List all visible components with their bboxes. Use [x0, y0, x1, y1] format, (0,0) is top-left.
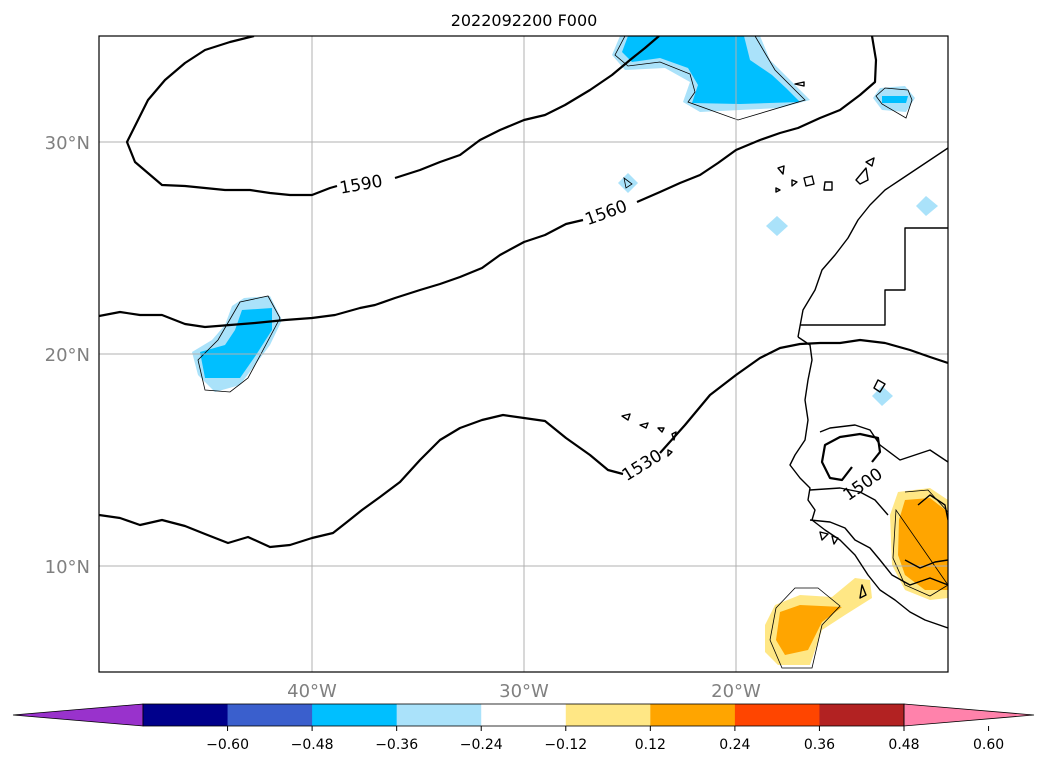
anomaly-outlines [197, 36, 948, 669]
lat-label-10n: 10°N [45, 557, 90, 578]
negative-anomaly-region [618, 173, 638, 193]
height-contours [99, 36, 948, 549]
colorbar-cell [396, 704, 482, 726]
colorbar-tick-label: 0.60 [973, 737, 1004, 753]
contour-1560 [99, 36, 878, 329]
negative-anomaly-core [882, 96, 908, 103]
colorbar-cell [227, 704, 313, 726]
negative-anomaly-core [622, 36, 800, 104]
lat-label-20n: 20°N [45, 345, 90, 366]
map-panel: 1590 1560 1530 1500 30°N 20°N 10°N 40°W … [45, 35, 949, 702]
lat-label-30n: 30°N [45, 133, 90, 154]
colorbar-tick-label: −0.36 [375, 737, 418, 753]
colorbar-tick-label: −0.60 [206, 737, 249, 753]
colorbar-cell [312, 704, 398, 726]
lon-label-20w: 20°W [711, 681, 761, 702]
map-frame [98, 35, 949, 673]
colorbar-tick-label: −0.12 [544, 737, 587, 753]
negative-anomaly-region [766, 216, 788, 236]
colorbar-cell [565, 704, 651, 726]
anomaly-shading [192, 36, 948, 665]
colorbar-cell [650, 704, 736, 726]
lon-label-30w: 30°W [499, 681, 549, 702]
coastlines [621, 81, 948, 629]
figure-title: 2022092200 F000 [451, 11, 598, 30]
colorbar-tick-label: −0.24 [460, 737, 503, 753]
colorbar-cells [12, 703, 1035, 727]
colorbar-cell [819, 704, 905, 726]
longitude-labels: 40°W 30°W 20°W [287, 681, 761, 702]
colorbar-labels: −0.60 −0.48 −0.36 −0.24 −0.12 0.12 0.24 0.36 0.4… [206, 737, 1004, 753]
colorbar: −0.60 −0.48 −0.36 −0.24 −0.12 0.12 0.24 0.36 0.4… [12, 703, 1035, 753]
latitude-labels: 30°N 20°N 10°N [45, 133, 90, 578]
lon-label-40w: 40°W [287, 681, 337, 702]
colorbar-tick-label: 0.12 [635, 737, 666, 753]
colorbar-ticks [227, 726, 990, 731]
contour-1590 [125, 36, 660, 197]
colorbar-cell [481, 704, 567, 726]
colorbar-tick-label: 0.48 [888, 737, 919, 753]
positive-anomaly-core [776, 605, 842, 655]
colorbar-tick-label: 0.24 [719, 737, 750, 753]
colorbar-extend-low [12, 703, 144, 727]
negative-anomaly-region [916, 196, 938, 216]
colorbar-extend-high [903, 703, 1035, 727]
map-gridlines [99, 36, 948, 672]
contour-1530 [99, 338, 948, 549]
colorbar-cell [734, 704, 820, 726]
negative-anomaly-core [200, 308, 272, 378]
contour-1500 [820, 432, 882, 482]
colorbar-tick-label: 0.36 [804, 737, 835, 753]
colorbar-outline [142, 703, 905, 727]
colorbar-tick-label: −0.48 [291, 737, 334, 753]
colorbar-cell [143, 704, 229, 726]
